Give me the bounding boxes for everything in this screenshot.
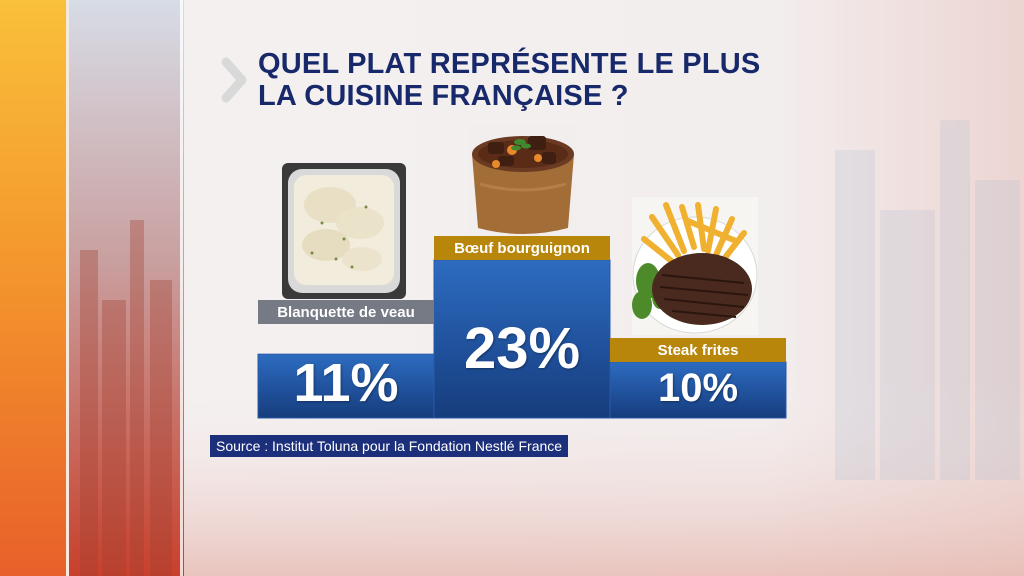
bar-steak-frites	[609, 361, 787, 419]
bar-blanquette	[257, 353, 435, 419]
value-label-blanquette: 11%	[293, 353, 399, 413]
source-caption: Source : Institut Toluna pour la Fondati…	[210, 435, 569, 457]
steak-frites-photo	[632, 197, 758, 335]
category-label-blanquette: Blanquette de veau	[258, 300, 434, 324]
title-line-2: LA CUISINE FRANÇAISE ?	[258, 80, 629, 112]
value-label-steak-frites: 10%	[657, 366, 739, 410]
category-label-bourguignon: Bœuf bourguignon	[434, 236, 610, 260]
bourguignon-photo	[468, 124, 578, 236]
chevron-right-icon	[221, 57, 247, 103]
chart-title: QUEL PLAT REPRÉSENTE LE PLUS LA CUISINE …	[258, 48, 858, 112]
category-label-steak-frites: Steak frites	[610, 338, 786, 362]
value-label-bourguignon: 23%	[463, 316, 581, 381]
title-line-1: QUEL PLAT REPRÉSENTE LE PLUS	[258, 48, 761, 80]
bar-bourguignon	[433, 259, 611, 419]
blanquette-photo	[282, 163, 406, 299]
